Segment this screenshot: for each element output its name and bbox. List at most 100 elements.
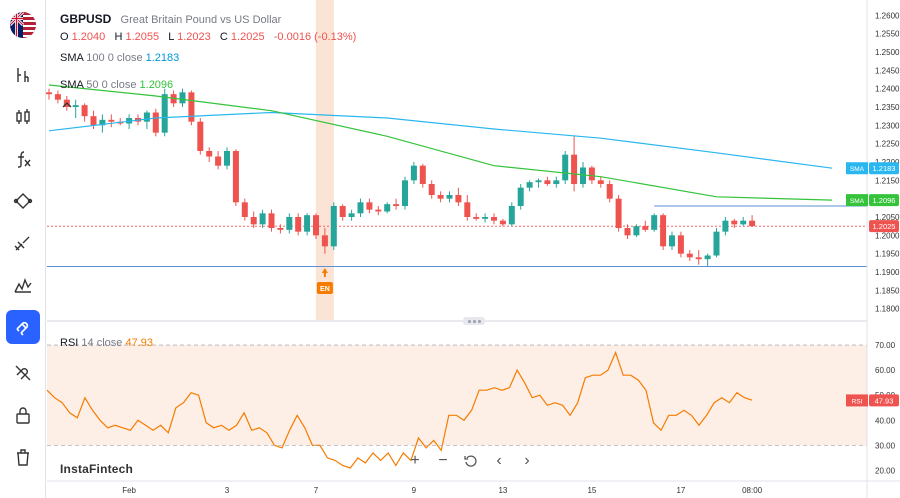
event-marker-label: EN <box>320 286 330 293</box>
zoom-in-icon[interactable]: + <box>410 452 420 469</box>
candle-body <box>250 217 257 225</box>
candle-body <box>259 213 266 225</box>
candle-body <box>410 165 417 181</box>
rsi-band <box>47 345 867 446</box>
candle-body <box>580 167 586 184</box>
rsi-tag-name: RSI <box>852 398 863 405</box>
time-tick-label: 08:00 <box>742 486 763 495</box>
hide-drawings-icon[interactable] <box>6 356 40 390</box>
candle-body <box>313 215 319 236</box>
sma100-value: 1.2183 <box>145 52 180 64</box>
candle-body <box>562 154 569 181</box>
candle-body <box>161 94 168 133</box>
symbol-legend: GBPUSD Great Britain Pound vs US Dollar <box>60 12 281 26</box>
candle-body <box>437 195 444 199</box>
symbol-description: Great Britain Pound vs US Dollar <box>120 14 282 26</box>
lock-icon[interactable] <box>6 398 40 432</box>
sma50-legend[interactable]: SMA 50 0 close 1.2096 <box>60 79 173 91</box>
scroll-left-icon[interactable]: ‹ <box>496 452 502 469</box>
price-tick-label: 1.2600 <box>875 11 900 20</box>
price-tick-label: 1.2000 <box>875 231 900 240</box>
rsi-legend[interactable]: RSI 14 close 47.93 <box>60 337 153 349</box>
price-value-tag <box>869 220 899 233</box>
candle-body <box>393 204 400 206</box>
rsi-tick-label: 20.00 <box>875 466 896 475</box>
price-tick-label: 1.1800 <box>875 305 900 314</box>
candle-body <box>241 202 248 217</box>
sma50-tag-value: 1.2096 <box>873 196 896 205</box>
price-tick-label: 1.2250 <box>875 140 900 149</box>
candle-body <box>357 202 364 214</box>
candle-body <box>731 220 738 225</box>
price-tick-label: 1.2050 <box>875 213 900 222</box>
brush-icon[interactable] <box>6 226 40 260</box>
low-label: L <box>168 31 175 43</box>
event-arrow-icon <box>321 268 328 277</box>
candle-body <box>517 187 524 206</box>
rsi-value-tag <box>869 394 899 407</box>
candle-body <box>588 167 595 181</box>
candle-body <box>482 217 489 219</box>
sma50-tag-name: SMA <box>850 198 865 205</box>
flag-icon[interactable] <box>10 12 36 38</box>
candle-body <box>143 112 150 122</box>
bars-icon[interactable] <box>6 100 40 134</box>
rsi-tick-label: 70.00 <box>875 341 896 350</box>
zoom-out-icon[interactable]: − <box>438 452 448 469</box>
candle-body <box>633 226 640 236</box>
candle-body <box>197 121 204 151</box>
event-marker-box[interactable] <box>316 282 333 294</box>
price-tick-label: 1.2150 <box>875 176 900 185</box>
rsi-value: 47.93 <box>125 337 153 349</box>
price-tick-label: 1.1950 <box>875 250 900 259</box>
candle-body <box>740 220 747 225</box>
candle-body <box>491 217 497 221</box>
candle-body <box>597 180 604 184</box>
magnet-icon[interactable] <box>6 310 40 344</box>
candle-body <box>428 184 435 195</box>
candle-body <box>348 213 355 217</box>
candle-body <box>749 220 756 227</box>
candle-body <box>508 206 515 225</box>
candle-body <box>366 202 373 210</box>
scroll-right-icon[interactable]: › <box>524 452 530 469</box>
sma100-name: SMA <box>60 52 84 64</box>
candle-body <box>330 206 337 247</box>
candle-body <box>535 180 542 183</box>
pane-resize-handle[interactable] <box>463 317 485 325</box>
collapse-legend-icon[interactable] <box>62 100 72 110</box>
high-value: 1.2055 <box>125 31 160 43</box>
candles-icon[interactable] <box>6 58 40 92</box>
rsi-params: 14 close <box>81 337 123 349</box>
candle-body <box>606 184 613 199</box>
sma100-legend[interactable]: SMA 100 0 close 1.2183 <box>60 52 179 64</box>
trendline-icon[interactable] <box>6 184 40 218</box>
time-tick-label: 13 <box>498 486 507 495</box>
sma100-value-tag <box>869 162 899 175</box>
candle-body <box>224 151 230 166</box>
rsi-name: RSI <box>60 337 79 349</box>
candle-body <box>81 105 88 117</box>
low-value: 1.2023 <box>177 31 211 43</box>
price-tick-label: 1.1900 <box>875 268 900 277</box>
sma50-params: 50 0 close <box>86 79 137 91</box>
pattern-icon[interactable] <box>6 268 40 302</box>
candle-body <box>473 217 480 219</box>
change-value: -0.0016 (-0.13%) <box>273 31 357 43</box>
candlestick-series <box>46 88 756 267</box>
candle-body <box>108 119 115 122</box>
rsi-tick-label: 40.00 <box>875 416 896 425</box>
sma100-tag-value: 1.2183 <box>873 164 896 173</box>
delete-icon[interactable] <box>6 440 40 474</box>
function-icon[interactable] <box>6 142 40 176</box>
candle-body <box>179 92 186 104</box>
candle-body <box>464 202 471 217</box>
candle-body <box>499 220 506 225</box>
candle-body <box>384 204 391 212</box>
time-tick-label: 7 <box>314 486 319 495</box>
reset-icon[interactable] <box>460 450 482 472</box>
sma100-line <box>48 111 833 169</box>
open-value: 1.2040 <box>71 31 106 43</box>
